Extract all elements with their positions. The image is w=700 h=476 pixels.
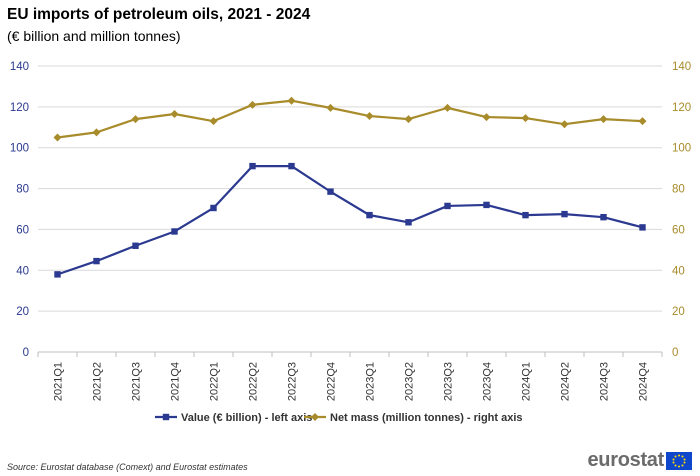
data-point [54, 271, 61, 278]
data-point [287, 96, 296, 105]
eu-flag-icon [666, 451, 692, 470]
x-tick-label: 2022Q4 [326, 362, 338, 401]
x-tick-label: 2023Q2 [404, 362, 416, 401]
x-tick-label: 2024Q3 [599, 362, 611, 401]
data-point [482, 113, 491, 122]
chart-title: EU imports of petroleum oils, 2021 - 202… [7, 6, 311, 23]
y-tick-right: 120 [672, 102, 691, 114]
data-point [444, 202, 451, 210]
logo-text: eurostat [587, 449, 664, 471]
data-point [249, 162, 256, 170]
data-point [443, 103, 452, 112]
series-line [57, 165, 643, 276]
series-line [57, 99, 643, 139]
data-point [366, 211, 373, 219]
y-tick-right: 60 [672, 224, 685, 236]
data-point [404, 115, 413, 124]
x-tick-label: 2021Q3 [131, 362, 143, 401]
y-tick-right: 0 [672, 347, 678, 359]
data-point [209, 117, 218, 126]
y-tick-right: 80 [672, 184, 685, 196]
data-point [639, 224, 646, 231]
legend-marker [311, 413, 319, 421]
x-tick-label: 2024Q4 [638, 362, 650, 401]
y-tick-left: 20 [16, 306, 29, 318]
source-note: Source: Eurostat database (Comext) and E… [7, 462, 248, 472]
data-point [248, 100, 257, 109]
chart-subtitle: (€ billion and million tonnes) [7, 28, 181, 44]
y-tick-right: 40 [672, 265, 685, 277]
x-tick-label: 2021Q2 [92, 362, 104, 401]
y-tick-left: 40 [16, 265, 29, 277]
data-point [93, 257, 100, 265]
x-tick-label: 2023Q4 [482, 362, 494, 401]
y-tick-right: 20 [672, 306, 685, 318]
data-point [288, 162, 295, 170]
data-point [326, 103, 335, 112]
eurostat-logo: eurostat [587, 449, 692, 472]
x-tick-label: 2024Q1 [521, 362, 533, 401]
x-tick-label: 2022Q3 [287, 362, 299, 401]
data-point [327, 188, 334, 195]
legend-marker [162, 413, 170, 421]
y-tick-left: 0 [23, 347, 29, 359]
data-point [521, 114, 530, 123]
data-point [132, 242, 139, 249]
data-point [638, 117, 647, 126]
y-tick-left: 140 [10, 61, 29, 73]
y-tick-left: 100 [10, 143, 29, 155]
y-tick-left: 60 [16, 224, 29, 236]
y-tick-left: 80 [16, 184, 29, 196]
data-point [600, 213, 607, 221]
data-point [599, 115, 608, 124]
x-tick-label: 2023Q1 [365, 362, 377, 401]
x-tick-label: 2022Q1 [209, 362, 221, 401]
data-point [53, 133, 62, 142]
x-tick-label: 2023Q3 [443, 362, 455, 401]
data-point [131, 115, 140, 124]
data-point [210, 204, 217, 212]
x-tick-label: 2022Q2 [248, 362, 260, 401]
y-tick-right: 140 [672, 61, 691, 73]
legend-label: Net mass (million tonnes) - right axis [330, 412, 523, 424]
data-point [365, 112, 374, 121]
data-point [483, 201, 490, 209]
data-point [560, 120, 569, 129]
y-tick-right: 100 [672, 143, 691, 155]
x-tick-label: 2021Q1 [53, 362, 65, 401]
x-tick-label: 2024Q2 [560, 362, 572, 401]
x-tick-label: 2021Q4 [170, 362, 182, 401]
data-point [405, 219, 412, 226]
data-point [92, 128, 101, 137]
data-point [522, 211, 529, 219]
legend-label: Value (€ billion) - left axis [181, 412, 312, 424]
data-point [170, 110, 179, 119]
data-point [561, 210, 568, 218]
y-tick-left: 120 [10, 102, 29, 114]
data-point [171, 228, 178, 235]
